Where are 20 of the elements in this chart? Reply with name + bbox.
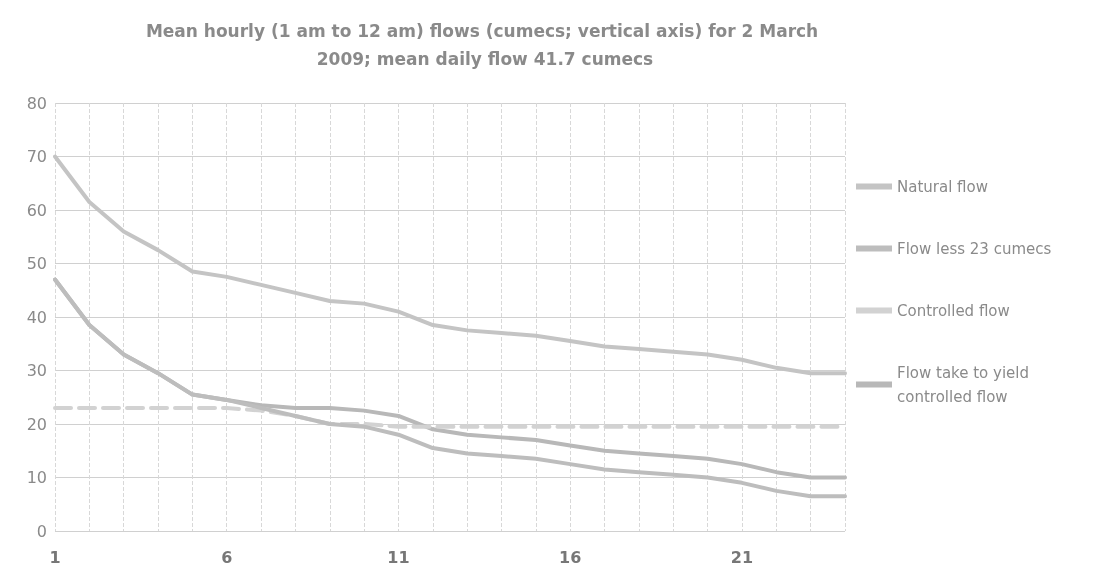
legend-label: Flow less 23 cumecs [897, 239, 1052, 258]
y-tick-label: 50 [26, 254, 47, 273]
y-tick-label: 20 [26, 414, 47, 434]
chart-title: Mean hourly (1 am to 12 am) flows (cumecs; vertical axis) for 2 March 2009; mean daily flow 41.7 cumecs [145, 21, 825, 69]
legend-label: Controlled flow [897, 301, 1010, 320]
x-tick-label: 16 [559, 547, 582, 567]
y-tick-label: 10 [26, 468, 47, 487]
x-tick-label: 6 [221, 547, 233, 567]
y-tick-label: 70 [26, 147, 47, 166]
x-tick-label: 21 [730, 547, 754, 567]
y-tick-label: 40 [26, 307, 47, 327]
legend-label: Flow take to yield controlled flow [897, 363, 1034, 406]
y-tick-label: 60 [26, 200, 47, 220]
x-tick-label: 1 [49, 547, 61, 567]
x-tick-label: 11 [387, 547, 410, 567]
line-series [53, 154, 847, 376]
legend-label: Natural flow [897, 177, 988, 196]
y-tick-label: 80 [26, 93, 47, 113]
y-tick-label: 30 [26, 361, 47, 380]
y-tick-label: 0 [36, 521, 47, 541]
